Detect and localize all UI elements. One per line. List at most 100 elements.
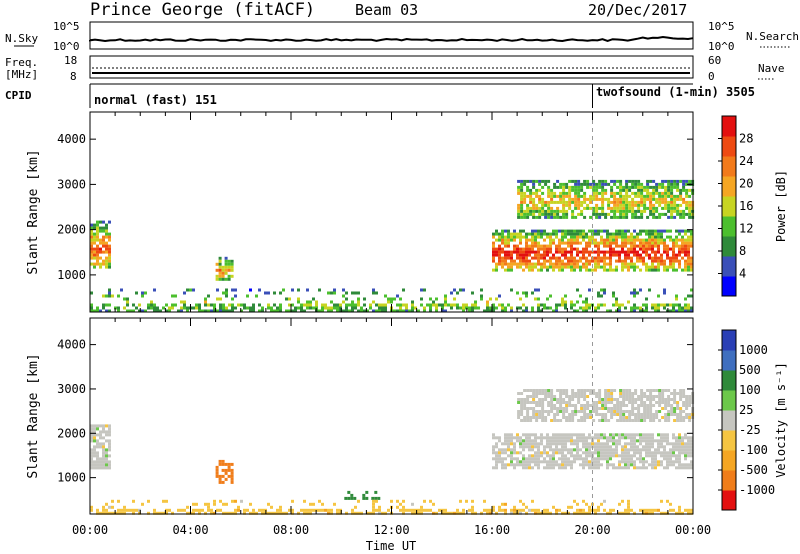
data-cell bbox=[543, 229, 546, 233]
data-cell bbox=[227, 474, 231, 478]
data-cell bbox=[576, 445, 579, 449]
data-cell bbox=[541, 389, 545, 392]
data-cell bbox=[351, 303, 354, 307]
data-cell bbox=[579, 232, 582, 236]
data-cell bbox=[568, 401, 572, 404]
data-cell bbox=[670, 413, 674, 416]
data-cell bbox=[688, 395, 692, 398]
data-cell bbox=[561, 442, 564, 446]
data-cell bbox=[526, 215, 530, 219]
data-cell bbox=[288, 508, 291, 512]
data-cell bbox=[309, 300, 312, 304]
data-cell bbox=[255, 511, 258, 515]
data-cell bbox=[99, 247, 102, 251]
data-cell bbox=[501, 309, 504, 313]
data-cell bbox=[568, 188, 572, 192]
data-cell bbox=[534, 238, 537, 242]
data-cell bbox=[492, 235, 495, 239]
data-cell bbox=[675, 253, 678, 257]
data-cell bbox=[564, 436, 567, 440]
data-cell bbox=[631, 182, 635, 186]
data-cell bbox=[465, 303, 468, 307]
data-cell bbox=[672, 250, 675, 254]
data-cell bbox=[687, 463, 690, 467]
data-cell bbox=[246, 294, 249, 298]
data-cell bbox=[684, 229, 687, 233]
data-cell bbox=[231, 297, 234, 301]
data-cell bbox=[531, 460, 534, 464]
data-cell bbox=[549, 262, 552, 266]
data-cell bbox=[561, 460, 564, 464]
data-cell bbox=[607, 197, 611, 201]
data-cell bbox=[636, 445, 639, 449]
data-cell bbox=[637, 413, 641, 416]
data-cell bbox=[649, 416, 653, 419]
data-cell bbox=[585, 232, 588, 236]
data-cell bbox=[676, 413, 680, 416]
data-cell bbox=[666, 253, 669, 257]
data-cell bbox=[297, 306, 300, 310]
data-cell bbox=[550, 206, 554, 210]
data-cell bbox=[627, 502, 630, 506]
data-cell bbox=[664, 185, 668, 189]
data-cell bbox=[567, 433, 570, 437]
data-cell bbox=[312, 508, 315, 512]
data-cell bbox=[227, 462, 231, 466]
data-cell bbox=[544, 215, 548, 219]
data-cell bbox=[657, 433, 660, 437]
data-cell bbox=[105, 294, 108, 298]
data-cell bbox=[555, 448, 558, 452]
data-cell bbox=[610, 410, 614, 413]
data-cell bbox=[642, 448, 645, 452]
data-cell bbox=[625, 215, 629, 219]
data-cell bbox=[631, 212, 635, 216]
data-cell bbox=[579, 294, 582, 298]
data-cell bbox=[660, 433, 663, 437]
data-cell bbox=[676, 392, 680, 395]
data-cell bbox=[525, 445, 528, 449]
data-cell bbox=[567, 463, 570, 467]
data-cell bbox=[597, 244, 600, 248]
data-cell bbox=[583, 404, 587, 407]
data-cell bbox=[672, 442, 675, 446]
data-cell bbox=[589, 416, 593, 419]
data-cell bbox=[601, 203, 605, 207]
data-cell bbox=[603, 265, 606, 269]
data-cell bbox=[678, 508, 681, 512]
data-cell bbox=[227, 465, 231, 469]
data-cell bbox=[664, 203, 668, 207]
data-cell bbox=[553, 191, 557, 195]
data-cell bbox=[669, 256, 672, 260]
data-cell bbox=[535, 419, 539, 422]
data-cell bbox=[123, 505, 126, 509]
data-cell bbox=[567, 244, 570, 248]
data-cell bbox=[672, 306, 675, 310]
data-cell bbox=[561, 238, 564, 242]
data-cell bbox=[357, 300, 360, 304]
data-cell bbox=[597, 451, 600, 455]
data-cell bbox=[664, 404, 668, 407]
data-cell bbox=[550, 419, 554, 422]
data-cell bbox=[177, 508, 180, 512]
data-cell bbox=[633, 448, 636, 452]
data-cell bbox=[225, 502, 228, 506]
data-cell bbox=[670, 392, 674, 395]
data-cell bbox=[616, 191, 620, 195]
data-cell bbox=[594, 229, 597, 233]
data-cell bbox=[565, 407, 569, 410]
data-cell bbox=[676, 203, 680, 207]
data-cell bbox=[603, 229, 606, 233]
data-cell bbox=[549, 235, 552, 239]
data-cell bbox=[595, 395, 599, 398]
data-cell bbox=[667, 182, 671, 186]
data-cell bbox=[589, 404, 593, 407]
data-cell bbox=[501, 232, 504, 236]
data-cell bbox=[687, 454, 690, 458]
data-cell bbox=[576, 442, 579, 446]
data-cell bbox=[625, 185, 629, 189]
data-cell bbox=[639, 256, 642, 260]
data-cell bbox=[444, 309, 447, 313]
data-cell bbox=[99, 463, 102, 467]
data-cell bbox=[625, 398, 629, 401]
